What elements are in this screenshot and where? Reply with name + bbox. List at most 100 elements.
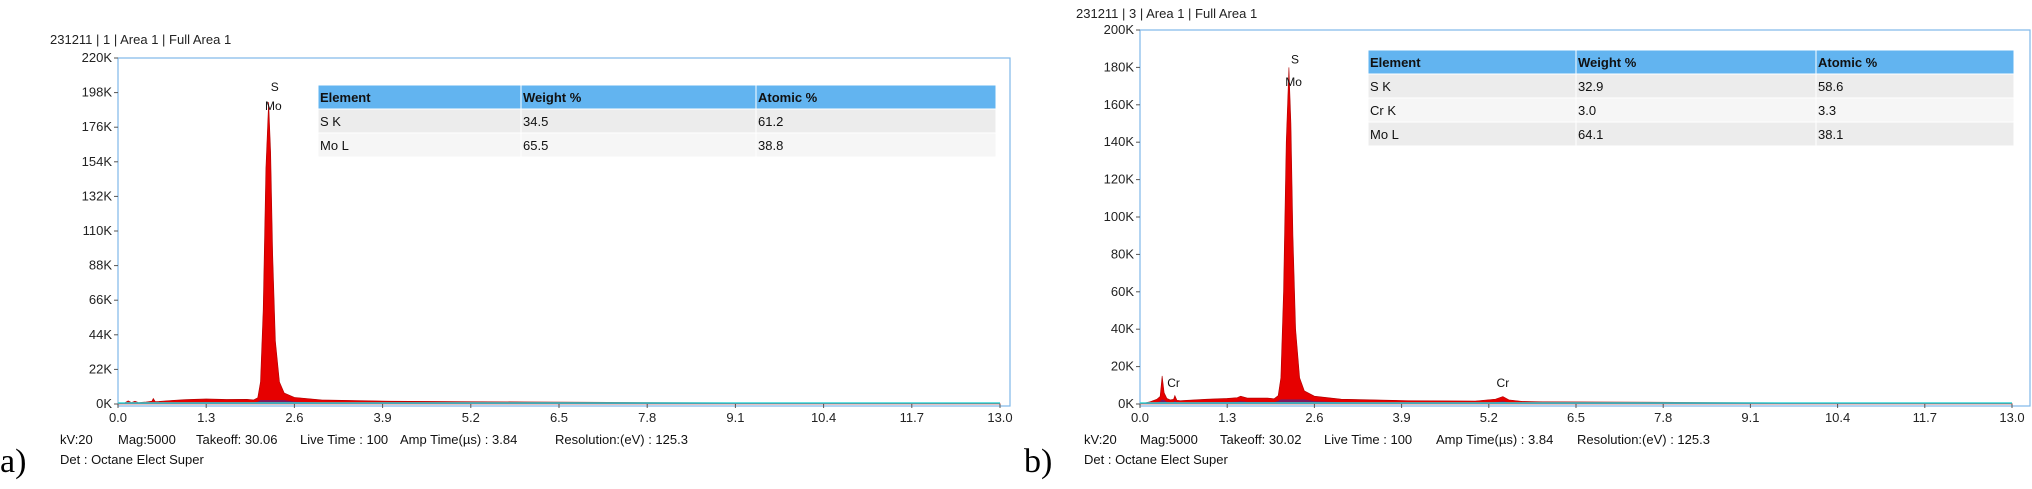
spectrum-area: [1139, 67, 2013, 405]
table-header-cell: [1815, 49, 2015, 75]
table-cell-bg: [1575, 97, 1817, 123]
table-cell-bg: [1815, 97, 2015, 123]
y-tick-label: 140K: [1104, 134, 1135, 149]
table-cell: 61.2: [758, 114, 783, 129]
y-tick-label: 40K: [1111, 321, 1134, 336]
plot-frame: [117, 57, 1011, 407]
table-cell: 65.5: [523, 138, 548, 153]
y-tick-label: 20K: [1111, 359, 1134, 374]
x-tick-label: 9.1: [726, 410, 744, 425]
spectrum-panel-b: 231211 | 3 | Area 1 | Full Area 1 0K 20K 40…: [1024, 6, 2031, 480]
table-cell-bg: [1575, 73, 1817, 99]
table-cell: Mo L: [320, 138, 349, 153]
peak-label: Mo: [265, 99, 282, 113]
y-tick-label: 160K: [1104, 97, 1135, 112]
y-tick-label: 176K: [82, 119, 113, 134]
y-tick-label: 0K: [96, 396, 112, 411]
y-tick-label: 22K: [89, 361, 112, 376]
x-tick-label: 11.7: [1913, 410, 1937, 425]
meta-resolution: Resolution:(eV) : 125.3: [1577, 432, 1710, 447]
peak-label: Mo: [1285, 75, 1302, 89]
meta-kv: kV:20: [1084, 432, 1117, 447]
table-header-cell: [755, 84, 997, 110]
y-tick-label: 132K: [82, 188, 113, 203]
plot-frame: [1139, 29, 2031, 407]
x-tick-label: 5.2: [1480, 410, 1498, 425]
x-tick-label: 10.4: [811, 410, 836, 425]
table-cell: 3.3: [1818, 103, 1836, 118]
y-tick-label: 60K: [1111, 284, 1134, 299]
peak-label: S: [1291, 53, 1299, 67]
table-header-label: Weight %: [523, 90, 582, 105]
table-cell: S K: [320, 114, 341, 129]
meta-amp-time: Amp Time(µs) : 3.84: [1436, 432, 1553, 447]
table-cell: 3.0: [1578, 103, 1596, 118]
x-tick-label: 2.6: [1305, 410, 1323, 425]
y-tick-label: 154K: [82, 154, 113, 169]
table-cell: 32.9: [1578, 79, 1603, 94]
panel-label: a): [0, 443, 26, 480]
x-tick-label: 13.0: [1999, 410, 2024, 425]
table-header-cell: [1575, 49, 1817, 75]
element-table: Element Weight % Atomic % S K 32.9 58.6 Cr K 3.…: [1367, 49, 2015, 147]
y-tick-label: 180K: [1104, 59, 1135, 74]
table-header-label: Weight %: [1578, 55, 1637, 70]
table-cell-bg: [1815, 121, 2015, 147]
y-tick-label: 88K: [89, 258, 112, 273]
table-cell-bg: [755, 108, 997, 134]
table-cell-bg: [1367, 73, 1577, 99]
y-tick-label: 0K: [1118, 396, 1134, 411]
panel-label: b): [1024, 443, 1052, 480]
x-tick-label: 3.9: [1393, 410, 1411, 425]
x-tick-label: 9.1: [1741, 410, 1759, 425]
y-tick-label: 220K: [82, 50, 113, 65]
table-cell: 34.5: [523, 114, 548, 129]
table-header-label: Atomic %: [1818, 55, 1878, 70]
table-cell: 38.8: [758, 138, 783, 153]
meta-detector: Det : Octane Elect Super: [60, 452, 204, 467]
x-tick-label: 0.0: [109, 410, 127, 425]
y-tick-label: 66K: [89, 292, 112, 307]
table-header-label: Element: [320, 90, 371, 105]
table-cell-bg: [317, 108, 522, 134]
x-tick-label: 6.5: [1567, 410, 1585, 425]
table-header-cell: [1367, 49, 1577, 75]
table-cell: 64.1: [1578, 127, 1603, 142]
meta-mag: Mag:5000: [1140, 432, 1198, 447]
chart-title: 231211 | 1 | Area 1 | Full Area 1: [50, 32, 231, 47]
table-cell-bg: [520, 132, 757, 158]
table-cell: Cr K: [1370, 103, 1396, 118]
x-tick-label: 7.8: [1654, 410, 1672, 425]
x-tick-label: 5.2: [462, 410, 480, 425]
meta-kv: kV:20: [60, 432, 93, 447]
y-tick-label: 198K: [82, 85, 113, 100]
x-tick-label: 2.6: [285, 410, 303, 425]
table-header-cell: [317, 84, 522, 110]
x-tick-label: 1.3: [197, 410, 215, 425]
table-header-label: Atomic %: [758, 90, 818, 105]
x-tick-label: 11.7: [900, 410, 924, 425]
meta-takeoff: Takeoff: 30.02: [1220, 432, 1301, 447]
y-tick-label: 200K: [1104, 22, 1135, 37]
y-tick-label: 44K: [89, 327, 112, 342]
element-table: Element Weight % Atomic % S K 34.5 61.2 Mo L 65…: [317, 84, 997, 158]
x-tick-label: 6.5: [550, 410, 568, 425]
table-cell: 38.1: [1818, 127, 1843, 142]
meta-takeoff: Takeoff: 30.06: [196, 432, 277, 447]
spectrum-area: [117, 102, 1001, 405]
x-tick-label: 10.4: [1825, 410, 1850, 425]
meta-detector: Det : Octane Elect Super: [1084, 452, 1228, 467]
y-tick-label: 120K: [1104, 172, 1135, 187]
table-cell-bg: [1815, 73, 2015, 99]
table-cell-bg: [755, 132, 997, 158]
y-tick-label: 110K: [83, 223, 113, 238]
table-cell-bg: [317, 132, 522, 158]
table-cell-bg: [1367, 121, 1577, 147]
meta-amp-time: Amp Time(µs) : 3.84: [400, 432, 517, 447]
x-tick-label: 3.9: [374, 410, 392, 425]
table-cell: 58.6: [1818, 79, 1843, 94]
y-tick-label: 100K: [1104, 209, 1135, 224]
x-tick-label: 13.0: [987, 410, 1012, 425]
table-cell: S K: [1370, 79, 1391, 94]
